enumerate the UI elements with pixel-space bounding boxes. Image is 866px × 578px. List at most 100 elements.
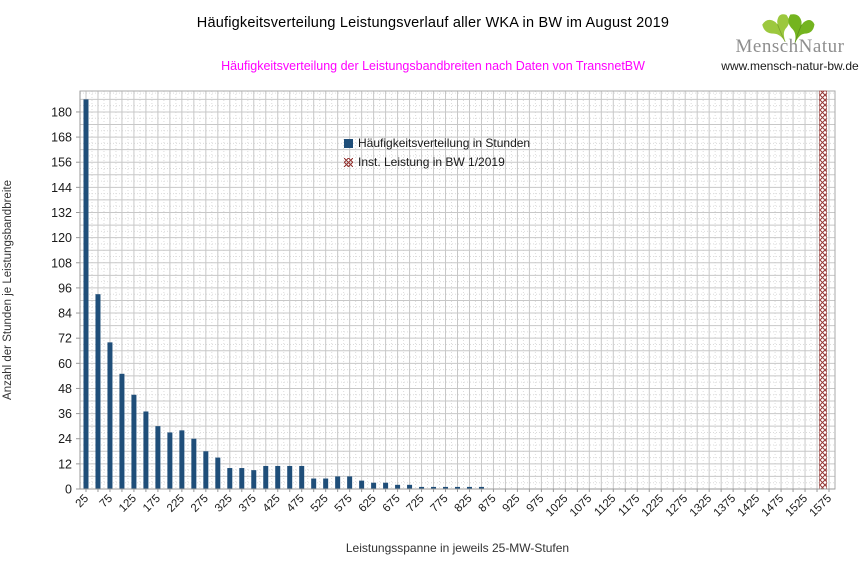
y-tick-label: 144 [51,181,72,195]
x-tick-label: 775 [429,493,451,515]
x-tick-label: 125 [117,493,139,515]
x-tick-label: 1075 [568,493,595,520]
bar [191,438,197,489]
page-title: Häufigkeitsverteilung Leistungsverlauf a… [196,15,670,31]
x-tick-label: 1475 [760,493,787,520]
x-tick-label: 325 [213,493,235,515]
y-tick-label: 48 [58,382,72,396]
bar [179,430,185,489]
legend-label: Häufigkeitsverteilung in Stunden [358,136,531,150]
x-tick-label: 1575 [808,493,835,520]
bar [395,484,401,489]
bar [299,465,305,489]
bar [371,482,377,489]
bar [311,478,317,489]
x-tick-label: 675 [381,493,403,515]
bar [143,411,149,489]
x-axis-title: Leistungsspanne in jeweils 25-MW-Stufen [345,541,570,555]
y-tick-label: 24 [58,432,72,446]
bar [466,486,472,489]
y-tick-label: 96 [58,281,72,295]
bar [443,486,449,489]
bar [359,480,365,489]
logo: MenschNatur www.mensch-natur-bw.de [720,3,860,73]
bar [419,486,425,489]
legend-marker-bars [344,138,353,148]
inst-leistung-bar [819,90,827,490]
bar [251,470,257,489]
y-axis-title: Anzahl der Stunden je Leistungsbandbreit… [2,180,14,400]
bar [455,486,460,489]
ginkgo-leaf-icon [762,14,815,43]
x-tick-label: 575 [333,493,355,515]
y-tick-label: 108 [51,256,72,270]
bar [215,457,221,489]
y-tick-label: 120 [51,231,72,245]
bar [263,465,269,489]
y-tick-label: 132 [51,206,72,220]
bar [407,484,413,489]
bar [83,99,89,489]
chart-subtitle: Häufigkeitsverteilung der Leistungsbandb… [221,59,645,73]
x-tick-label: 75 [98,493,116,511]
bar [239,468,245,489]
y-tick-label: 84 [58,307,72,321]
x-tick-label: 625 [357,493,379,515]
bar [227,468,233,489]
y-tick-label: 12 [58,457,72,471]
x-tick-label: 725 [405,493,427,515]
bar [335,476,341,489]
bar [287,465,293,489]
y-tick-label: 60 [58,357,72,371]
legend-label: Inst. Leistung in BW 1/2019 [358,155,505,169]
x-tick-label: 1525 [784,493,811,520]
y-tick-label: 0 [65,483,72,497]
frequency-bars [83,99,484,489]
legend: Häufigkeitsverteilung in Stunden Inst. L… [344,137,530,168]
x-tick-label: 525 [309,493,331,515]
bar [119,373,125,489]
bar [347,476,353,489]
y-tick-label: 168 [51,131,72,145]
x-tick-label: 1425 [736,493,763,520]
x-tick-label: 175 [141,493,163,515]
x-tick-label: 375 [237,493,259,515]
x-tick-label: 25 [74,493,92,511]
x-tick-label: 475 [285,493,307,515]
bar [203,451,209,489]
gridlines [80,91,835,489]
legend-item-installed-capacity: Inst. Leistung in BW 1/2019 [344,156,530,168]
bar [131,394,137,489]
bar [167,432,173,489]
bar [107,342,113,489]
x-tick-label: 1175 [616,493,642,519]
bar [155,426,161,489]
x-tick-label: 925 [500,493,522,515]
bar [478,486,484,489]
x-axis-ticks: 25 75 125 175 225 275 325 375 425 475 525 575 625 675… [74,489,835,520]
x-tick-label: 875 [477,493,499,515]
x-tick-label: 1225 [640,493,667,520]
x-tick-label: 1325 [688,493,715,520]
minor-gridlines [80,91,835,489]
bar [431,486,437,489]
logo-name: MenschNatur [735,36,845,57]
y-axis-ticks: 0 12 24 36 48 60 72 84 96 108 120 132 144 156 168 180 [51,105,80,497]
y-tick-label: 36 [58,407,72,421]
x-tick-label: 275 [189,493,211,515]
bar [323,478,329,489]
legend-item-hours: Häufigkeitsverteilung in Stunden [344,137,530,149]
bar [383,482,389,489]
x-tick-label: 1275 [664,493,691,520]
y-tick-label: 156 [51,156,72,170]
x-tick-label: 825 [453,493,475,515]
x-tick-label: 425 [261,493,283,515]
logo-website: www.mensch-natur-bw.de [721,59,859,73]
y-tick-label: 180 [51,105,72,119]
bar [275,465,281,489]
y-tick-label: 72 [58,332,72,346]
x-tick-label: 1375 [712,493,739,520]
x-tick-label: 225 [165,493,187,515]
